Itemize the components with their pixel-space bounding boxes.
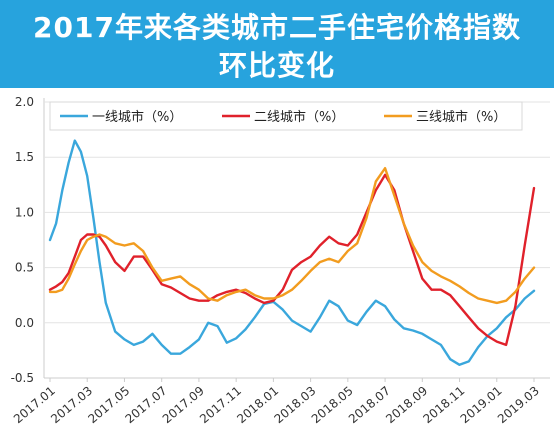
legend: 一线城市（%） 二线城市（%） 三线城市（%）: [49, 101, 523, 131]
y-tick-label-4: 0.0: [15, 316, 34, 330]
title-banner: 2017年来各类城市二手住宅价格指数 环比变化: [0, 0, 554, 88]
y-tick-label-5: -0.5: [11, 371, 34, 385]
chart-title-line-1: 2017年来各类城市二手住宅价格指数: [33, 11, 521, 44]
gridlines: [44, 101, 550, 324]
y-tick-label-0: 2.0: [15, 95, 34, 109]
series-line-2: [48, 166, 536, 305]
series-line-0: [48, 139, 536, 366]
legend-label-2: 三线城市（%）: [416, 109, 506, 125]
y-axis-ticks: 2.0 1.5 1.0 0.5 0.0 -0.5: [11, 95, 34, 385]
legend-label-1: 二线城市（%）: [254, 109, 344, 125]
series-line-1: [48, 173, 536, 347]
x-tick-label-13: 2019.03: [495, 384, 542, 427]
y-tick-label-1: 1.5: [15, 150, 34, 164]
legend-label-0: 一线城市（%）: [92, 109, 182, 125]
y-tick-label-2: 1.0: [15, 205, 34, 219]
series-lines: [48, 139, 536, 366]
y-tick-label-3: 0.5: [15, 261, 34, 275]
line-chart: 2.0 1.5 1.0 0.5 0.0 -0.5 2017.012017.032017.0…: [11, 95, 550, 426]
chart-title-line-2: 环比变化: [218, 49, 335, 82]
x-axis-ticks: 2017.012017.032017.052017.072017.092017.…: [11, 378, 542, 426]
legend-box: [49, 101, 523, 131]
